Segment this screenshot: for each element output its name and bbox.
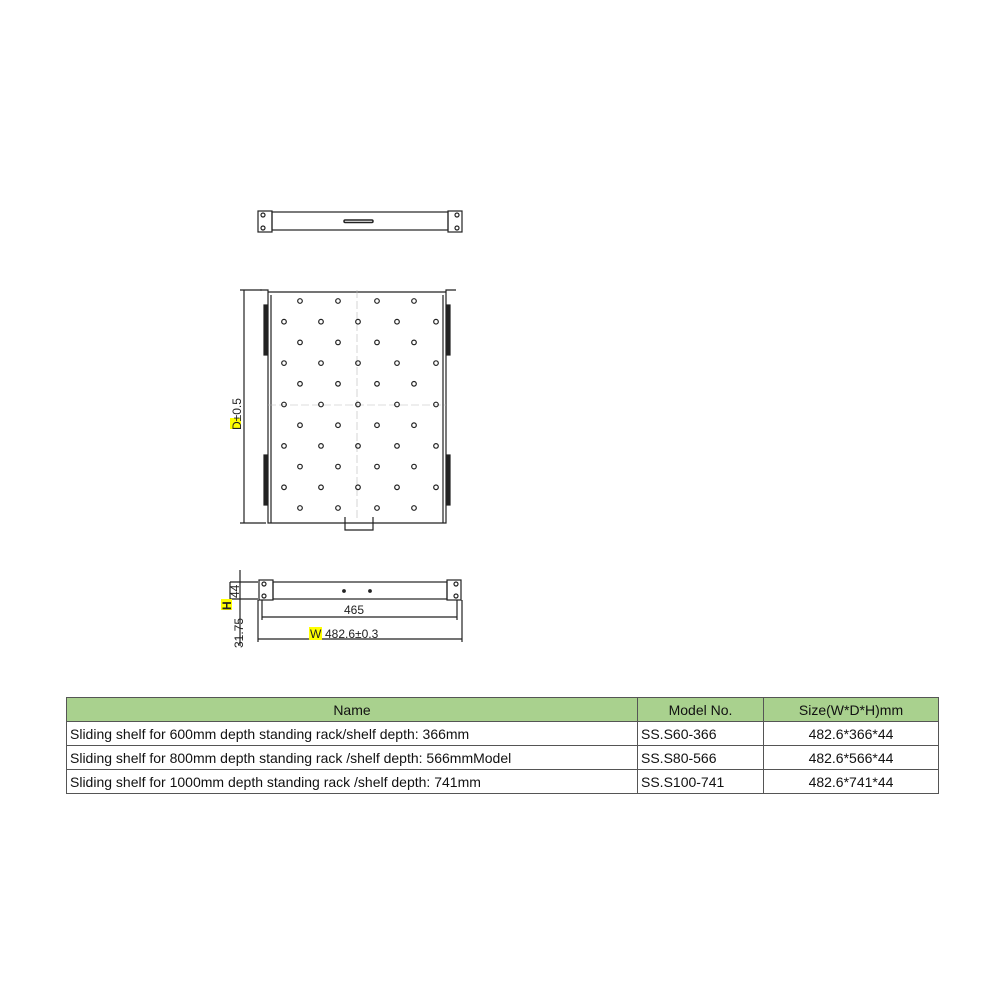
shelf-hole [433,401,439,408]
width-letter: W [310,627,322,641]
shelf-hole [297,422,303,429]
shelf-hole [355,484,361,491]
table-row: Sliding shelf for 600mm depth standing r… [66,721,939,746]
shelf-hole [394,360,400,367]
shelf-hole [318,484,324,491]
cell-model: SS.S60-366 [637,721,764,746]
shelf-hole [411,422,417,429]
table-row: Sliding shelf for 800mm depth standing r… [66,745,939,770]
shelf-hole [335,298,341,304]
shelf-hole [394,401,400,408]
shelf-hole [374,422,380,429]
header-name: Name [66,697,638,722]
shelf-hole [394,443,400,449]
shelf-hole [297,298,303,304]
shelf-hole [374,505,380,511]
shelf-hole [411,380,417,387]
shelf-hole [281,443,287,449]
shelf-hole [411,463,417,470]
shelf-hole [433,360,439,367]
shelf-hole [433,484,439,491]
shelf-hole [355,318,361,325]
shelf-hole [335,380,341,387]
height-label: 44 [228,584,242,598]
shelf-hole [411,505,417,511]
shelf-hole [335,463,341,470]
shelf-hole [433,443,439,449]
shelf-hole [374,463,380,470]
front-view-top [257,210,463,233]
width-label: 482.6±0.3 [325,627,379,641]
shelf-hole [335,339,341,346]
shelf-drawing: D±0.5 44 H 31.75 465 W 482.6±0.3 [220,210,463,648]
table-row: Sliding shelf for 1000mm depth standing … [66,769,939,794]
shelf-hole [394,484,400,491]
cell-model: SS.S80-566 [637,745,764,770]
shelf-hole [318,360,324,367]
cell-name: Sliding shelf for 800mm depth standing r… [66,745,638,770]
shelf-hole [374,298,380,304]
table-header: Name Model No. Size(W*D*H)mm [66,697,939,722]
height-letter: H [220,601,234,610]
shelf-hole [281,360,287,367]
shelf-hole [335,422,341,429]
header-model: Model No. [637,697,764,722]
shelf-hole [297,339,303,346]
cell-name: Sliding shelf for 1000mm depth standing … [66,769,638,794]
shelf-hole [394,318,400,325]
cell-size: 482.6*741*44 [763,769,939,794]
header-size: Size(W*D*H)mm [763,697,939,722]
depth-label: D±0.5 [230,398,244,430]
cell-model: SS.S100-741 [637,769,764,794]
cell-size: 482.6*366*44 [763,721,939,746]
shelf-hole [281,318,287,325]
shelf-hole [335,505,341,511]
shelf-hole [281,401,287,408]
shelf-hole [297,380,303,387]
offset-label: 31.75 [232,618,246,648]
shelf-hole [318,318,324,325]
shelf-hole [355,360,361,367]
shelf-hole [318,401,324,408]
shelf-hole [355,401,361,408]
shelf-hole [411,298,417,304]
cell-size: 482.6*566*44 [763,745,939,770]
shelf-hole [318,443,324,449]
cell-name: Sliding shelf for 600mm depth standing r… [66,721,638,746]
shelf-hole [355,443,361,449]
spec-table: Name Model No. Size(W*D*H)mm Sliding she… [66,697,939,794]
shelf-hole [297,463,303,470]
inner-width-label: 465 [344,603,364,617]
shelf-hole [433,318,439,325]
shelf-hole [374,339,380,346]
shelf-hole [281,484,287,491]
shelf-hole [411,339,417,346]
front-view-bottom [221,570,463,646]
shelf-hole [297,505,303,511]
top-view [230,289,456,531]
shelf-hole [374,380,380,387]
